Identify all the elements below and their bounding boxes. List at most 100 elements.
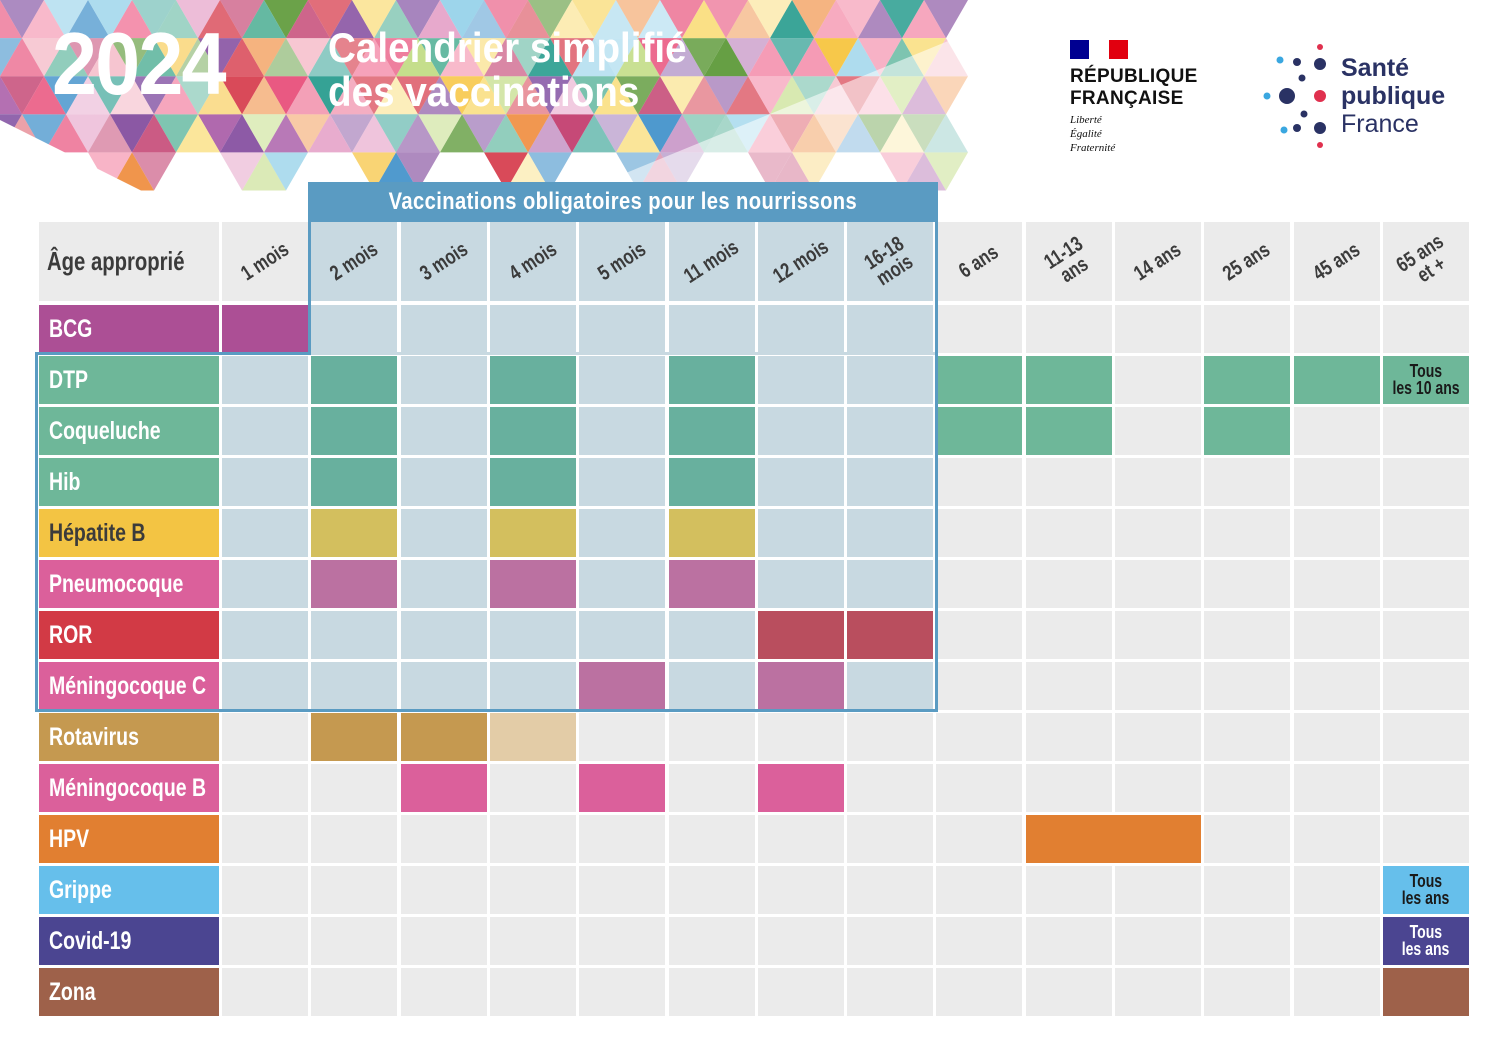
schedule-cell-filled: [489, 560, 576, 608]
schedule-cell: [222, 458, 308, 506]
hexagon-facet: [660, 114, 704, 153]
schedule-cell: [579, 968, 666, 1016]
schedule-cell: [1204, 917, 1291, 965]
hexagon-facet: [726, 76, 770, 115]
schedule-cell: [579, 560, 666, 608]
schedule-cell: [936, 815, 1023, 863]
schedule-cell: [1115, 356, 1201, 404]
year-title: 2024: [52, 14, 227, 113]
schedule-cell: [1115, 458, 1201, 506]
schedule-cell-filled: [222, 305, 308, 353]
schedule-cell: [311, 815, 398, 863]
schedule-cell: [1025, 611, 1112, 659]
column-header-text: 5 mois: [593, 237, 650, 285]
hexagon-facet: [286, 38, 330, 77]
column-header-label: 11 mois: [669, 223, 755, 300]
schedule-cell: [489, 866, 576, 914]
hexagon-facet: [792, 0, 836, 39]
schedule-cell: [757, 356, 844, 404]
schedule-cell: [847, 866, 934, 914]
schedule-cell: [1115, 662, 1201, 710]
hexagon-facet: [22, 76, 66, 115]
schedule-cell: [757, 305, 844, 353]
schedule-cell-filled: [579, 662, 666, 710]
schedule-cell: [1115, 764, 1201, 812]
schedule-cell: [757, 560, 844, 608]
column-header-text: 6 ans: [955, 240, 1003, 283]
hexagon-facet: [176, 114, 220, 153]
hexagon-facet: [352, 76, 396, 115]
column-header: 25 ans: [1204, 222, 1291, 301]
schedule-cell: [1115, 509, 1201, 557]
vaccine-row-label: Zona: [39, 968, 219, 1016]
hexagon-facet: [550, 114, 594, 153]
hexagon-facet: [770, 38, 814, 77]
schedule-cell: [1293, 458, 1380, 506]
schedule-cell: [1025, 866, 1112, 914]
hexagon-facet: [396, 38, 440, 77]
schedule-cell: [668, 866, 755, 914]
hexagon-facet: [286, 114, 330, 153]
hexagon-facet: [132, 38, 176, 77]
hexagon-facet: [528, 114, 572, 153]
vaccine-name: HPV: [49, 824, 90, 853]
hexagon-facet: [726, 0, 770, 39]
hexagon-facet: [0, 76, 22, 115]
hexagon-facet: [308, 38, 352, 77]
vaccine-name: BCG: [49, 314, 93, 343]
schedule-cell: [1382, 662, 1469, 710]
schedule-note: Tous les 10 ans: [1383, 356, 1469, 404]
hexagon-facet: [308, 114, 352, 153]
schedule-cell: [222, 713, 308, 761]
hexagon-facet: [198, 76, 242, 115]
schedule-cell: [668, 662, 755, 710]
schedule-cell: [1115, 713, 1201, 761]
column-header: 16-18 mois: [847, 222, 934, 301]
schedule-cell: [1293, 917, 1380, 965]
schedule-cell-filled: [311, 713, 398, 761]
hexagon-facet: [44, 38, 88, 77]
schedule-cell: [1293, 611, 1380, 659]
schedule-note-text: les 10 ans: [1392, 378, 1460, 398]
hexagon-facet: [550, 0, 594, 39]
schedule-cell: [936, 866, 1023, 914]
hexagon-facet: [264, 38, 308, 77]
schedule-cell: [668, 968, 755, 1016]
hexagon-facet: [660, 0, 704, 39]
schedule-cell-filled: [489, 509, 576, 557]
column-header-text: 4 mois: [504, 237, 561, 285]
hexagon-facet: [374, 38, 418, 77]
schedule-cell: [757, 917, 844, 965]
column-header-label: 65 ans et +: [1383, 222, 1469, 301]
hexagon-facet: [352, 114, 396, 153]
column-header-text: 11 mois: [679, 235, 743, 288]
hexagon-facet: [176, 38, 220, 77]
vaccine-row-label: Coqueluche: [39, 407, 219, 455]
vaccine-row-label: Méningocoque C: [39, 662, 219, 710]
schedule-cell: [1293, 764, 1380, 812]
schedule-cell: [936, 662, 1023, 710]
hexagon-facet: [638, 114, 682, 153]
hexagon-facet: [462, 114, 506, 153]
schedule-cell: [579, 305, 666, 353]
schedule-cell-filled: [1204, 356, 1291, 404]
schedule-cell: [222, 509, 308, 557]
schedule-cell-filled: [311, 407, 398, 455]
schedule-cell: [847, 305, 934, 353]
schedule-cell: [757, 407, 844, 455]
schedule-cell: [1115, 305, 1201, 353]
hexagon-facet: [220, 0, 264, 39]
schedule-cell-filled: [668, 560, 755, 608]
schedule-cell: [1382, 611, 1469, 659]
hexagon-facet: [770, 0, 814, 39]
hexagon-facet: [638, 38, 682, 77]
schedule-cell: [847, 560, 934, 608]
schedule-cell: [847, 917, 934, 965]
schedule-note-text: Tous: [1409, 361, 1443, 381]
schedule-cell: [1115, 968, 1201, 1016]
schedule-cell: [668, 611, 755, 659]
schedule-cell: [936, 560, 1023, 608]
hexagon-facet: [506, 152, 550, 191]
schedule-cell: [936, 509, 1023, 557]
column-header-text: 3 mois: [415, 237, 472, 285]
